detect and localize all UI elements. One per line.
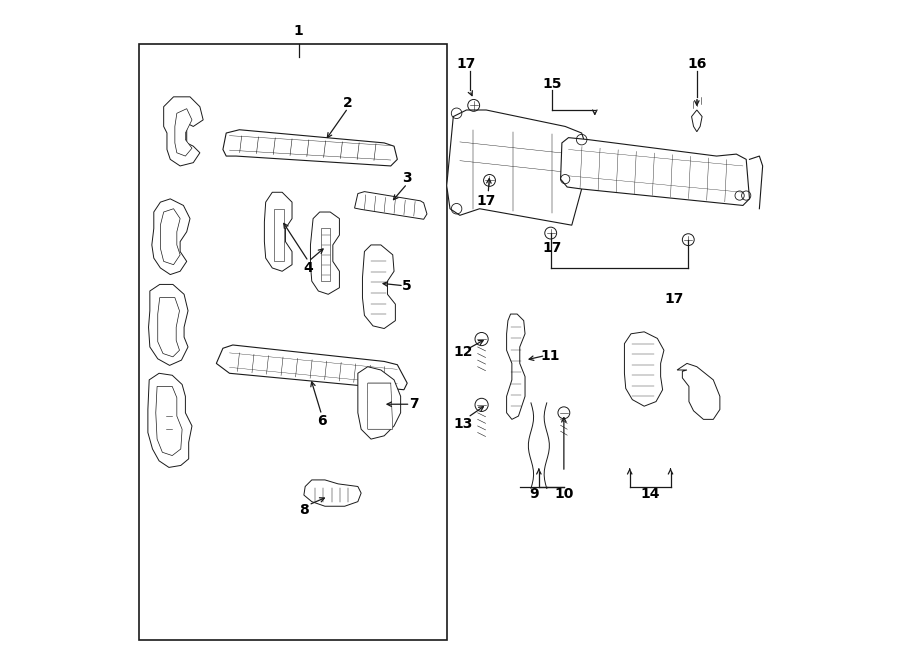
Text: 11: 11 — [540, 348, 560, 362]
Polygon shape — [148, 373, 192, 467]
Polygon shape — [363, 245, 395, 329]
Polygon shape — [321, 229, 330, 281]
Polygon shape — [368, 383, 392, 429]
Polygon shape — [358, 367, 401, 439]
Bar — [140, 44, 446, 640]
Text: 17: 17 — [543, 241, 562, 255]
Polygon shape — [175, 108, 192, 156]
Text: 9: 9 — [529, 486, 538, 501]
Polygon shape — [446, 110, 585, 225]
Text: 17: 17 — [664, 292, 683, 306]
Text: 17: 17 — [457, 57, 476, 71]
Polygon shape — [310, 212, 339, 294]
Polygon shape — [561, 137, 750, 206]
Polygon shape — [156, 387, 182, 455]
Text: 13: 13 — [454, 417, 473, 431]
Polygon shape — [507, 314, 525, 419]
Polygon shape — [160, 209, 180, 264]
Text: 14: 14 — [640, 486, 660, 501]
Text: 4: 4 — [303, 261, 313, 275]
Polygon shape — [158, 297, 179, 357]
Polygon shape — [148, 284, 188, 366]
Text: 12: 12 — [454, 344, 473, 358]
Text: 10: 10 — [554, 486, 573, 501]
Polygon shape — [216, 345, 407, 390]
Polygon shape — [355, 192, 427, 219]
Polygon shape — [691, 110, 702, 132]
Text: 15: 15 — [543, 77, 562, 91]
Polygon shape — [677, 364, 720, 419]
Polygon shape — [304, 480, 361, 506]
Text: 3: 3 — [402, 171, 412, 185]
Polygon shape — [152, 199, 190, 274]
Text: 16: 16 — [687, 57, 707, 71]
Polygon shape — [164, 97, 203, 166]
Polygon shape — [274, 209, 284, 261]
Polygon shape — [625, 332, 664, 407]
Polygon shape — [223, 130, 397, 166]
Text: 5: 5 — [402, 279, 412, 293]
Polygon shape — [265, 192, 292, 271]
Text: 1: 1 — [293, 24, 303, 38]
Text: 7: 7 — [409, 397, 419, 411]
Text: 17: 17 — [476, 194, 496, 208]
Text: 2: 2 — [343, 97, 353, 110]
Text: 8: 8 — [299, 502, 309, 516]
Text: 6: 6 — [317, 414, 327, 428]
